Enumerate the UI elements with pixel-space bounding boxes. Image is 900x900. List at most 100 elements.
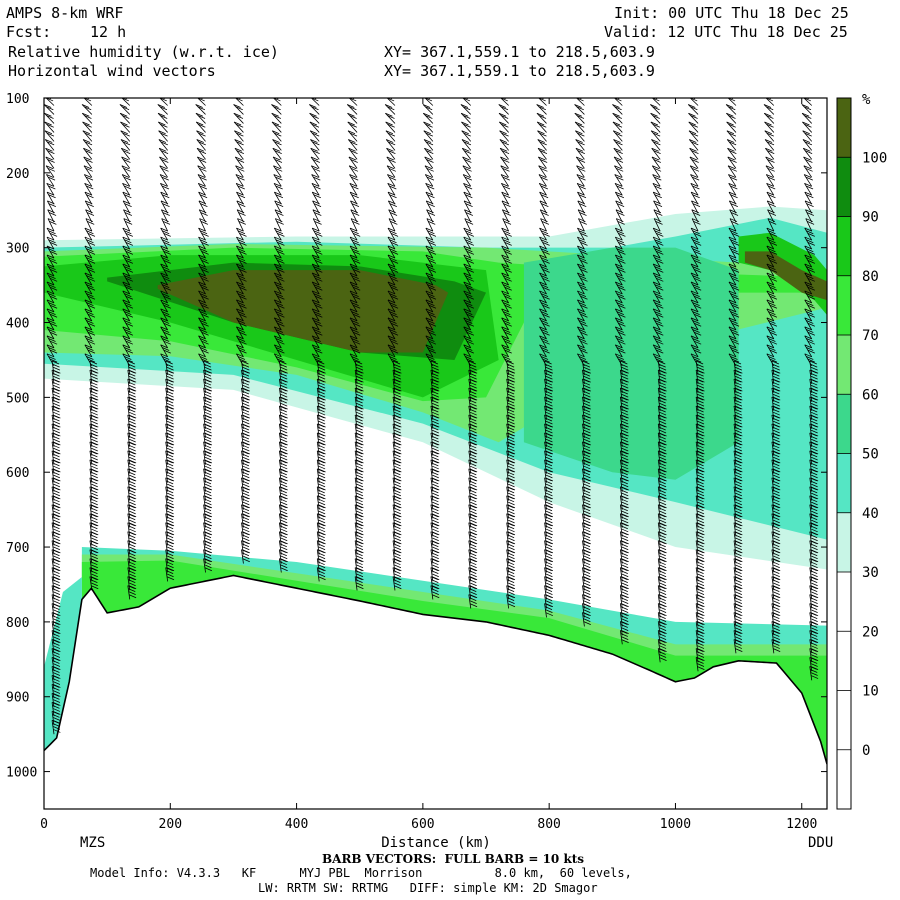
barb-feather xyxy=(83,147,91,152)
barb-staff xyxy=(236,245,244,259)
barb-feather xyxy=(387,281,396,286)
barb-feather xyxy=(90,489,98,494)
barb-feather xyxy=(614,165,622,170)
barb-feather xyxy=(350,167,359,172)
barb-staff xyxy=(728,236,737,250)
barb-feather xyxy=(658,615,666,619)
barb-feather xyxy=(237,356,246,360)
barb-staff xyxy=(657,639,661,654)
barb-feather xyxy=(238,203,246,208)
barb-feather xyxy=(576,115,585,119)
barb-feather xyxy=(355,408,363,413)
barb-staff xyxy=(652,308,661,322)
barb-feather xyxy=(160,254,168,259)
barb-feather xyxy=(690,335,699,340)
rh-band-8 xyxy=(744,251,827,301)
barb-feather xyxy=(469,399,477,404)
barb-staff xyxy=(46,183,55,196)
barb-feather xyxy=(733,612,742,616)
barb-feather xyxy=(772,597,780,601)
barb-feather xyxy=(621,447,629,452)
barb-staff xyxy=(544,396,547,411)
barb-feather xyxy=(46,254,55,259)
barb-staff xyxy=(500,98,509,106)
barb-feather xyxy=(544,450,552,455)
barb-feather xyxy=(693,212,701,216)
barb-staff xyxy=(657,558,661,573)
barb-feather xyxy=(431,465,439,470)
barb-staff xyxy=(619,486,623,501)
barb-feather xyxy=(507,411,515,416)
barb-feather xyxy=(279,369,287,374)
barb-feather xyxy=(160,281,168,286)
barb-feather xyxy=(766,182,774,187)
barb-feather xyxy=(695,477,704,482)
barb-staff xyxy=(123,218,131,232)
barb-feather xyxy=(502,218,510,222)
barb-staff xyxy=(46,272,55,286)
barb-staff xyxy=(651,165,661,178)
barb-staff xyxy=(198,281,206,295)
barb-feather xyxy=(201,242,209,246)
barb-feather xyxy=(692,239,700,244)
barb-feather xyxy=(392,513,401,518)
barb-feather xyxy=(90,519,98,524)
barb-feather xyxy=(389,311,397,315)
barb-staff xyxy=(657,630,661,645)
barb-feather xyxy=(279,453,287,458)
barb-staff xyxy=(387,263,396,277)
barb-staff xyxy=(652,174,661,187)
barb-feather xyxy=(52,384,61,389)
barb-staff xyxy=(461,147,472,160)
barb-feather xyxy=(575,130,583,135)
barb-feather xyxy=(465,230,473,235)
barb-staff xyxy=(278,522,282,537)
barb-staff xyxy=(540,218,547,232)
barb-feather xyxy=(464,167,472,172)
barb-staff xyxy=(310,165,320,178)
barb-feather xyxy=(47,176,56,181)
barb-feather xyxy=(688,121,696,126)
barb-feather xyxy=(51,477,60,482)
barb-staff xyxy=(619,495,623,510)
barb-feather xyxy=(203,540,211,545)
barb-feather xyxy=(582,594,590,598)
barb-feather xyxy=(468,378,476,383)
barb-feather xyxy=(582,381,591,386)
barb-staff xyxy=(544,423,547,438)
barb-feather xyxy=(734,579,742,584)
barb-feather xyxy=(766,290,775,295)
barb-staff xyxy=(577,200,585,214)
barb-feather xyxy=(620,480,628,485)
barb-feather xyxy=(772,399,780,404)
barb-feather xyxy=(128,507,136,512)
barb-feather xyxy=(317,552,325,557)
barb-feather xyxy=(242,393,250,398)
barb-feather xyxy=(658,414,666,419)
barb-feather xyxy=(239,242,247,246)
barb-feather xyxy=(236,335,244,340)
barb-staff xyxy=(771,558,775,573)
barb-feather xyxy=(654,203,663,208)
barb-feather xyxy=(618,340,626,345)
barb-feather xyxy=(355,444,363,449)
barb-feather xyxy=(87,358,96,363)
barb-feather xyxy=(122,308,130,313)
barb-feather xyxy=(90,462,98,467)
barb-feather xyxy=(501,115,509,119)
barb-staff xyxy=(582,531,585,546)
barb-feather xyxy=(772,579,780,584)
barb-staff xyxy=(392,468,396,483)
barb-feather xyxy=(393,420,402,425)
barb-feather xyxy=(506,390,515,395)
barb-feather xyxy=(355,462,363,467)
barb-feather xyxy=(772,600,780,605)
barb-feather xyxy=(387,132,396,137)
barb-feather xyxy=(195,112,204,117)
barb-feather xyxy=(769,313,778,318)
barb-feather xyxy=(544,579,553,584)
barb-feather xyxy=(347,130,356,135)
barb-feather xyxy=(427,311,435,315)
barb-feather xyxy=(389,320,397,324)
barb-feather xyxy=(52,696,60,700)
